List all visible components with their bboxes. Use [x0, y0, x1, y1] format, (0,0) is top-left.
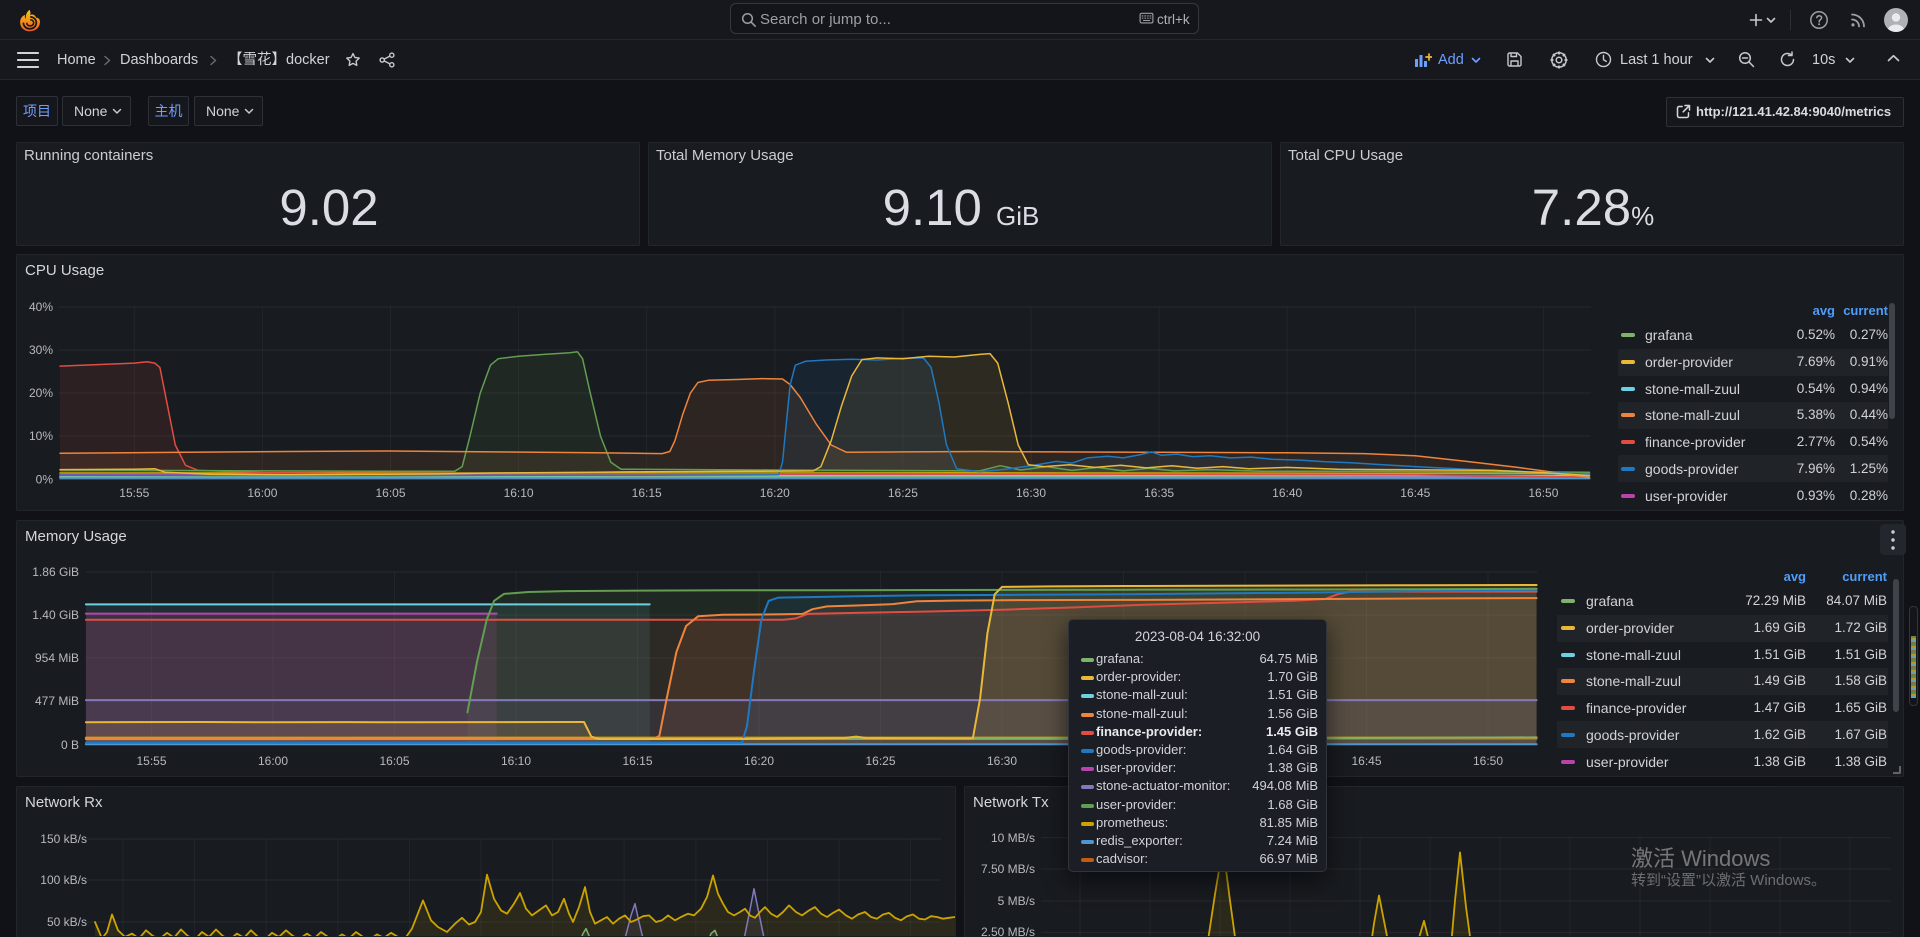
svg-text:2.50 MB/s: 2.50 MB/s: [981, 925, 1035, 936]
svg-text:16:45: 16:45: [1351, 754, 1381, 768]
svg-text:15:55: 15:55: [119, 486, 149, 500]
svg-text:30%: 30%: [29, 343, 53, 357]
svg-text:16:25: 16:25: [865, 754, 895, 768]
svg-text:16:05: 16:05: [379, 754, 409, 768]
svg-text:16:50: 16:50: [1528, 486, 1558, 500]
svg-text:16:40: 16:40: [1272, 486, 1302, 500]
svg-text:5 MB/s: 5 MB/s: [998, 894, 1035, 908]
svg-text:10%: 10%: [29, 429, 53, 443]
svg-text:954 MiB: 954 MiB: [35, 651, 79, 665]
svg-text:100 kB/s: 100 kB/s: [40, 873, 87, 887]
svg-text:16:10: 16:10: [501, 754, 531, 768]
svg-text:16:10: 16:10: [504, 486, 534, 500]
svg-text:0 B: 0 B: [61, 738, 79, 752]
svg-text:16:35: 16:35: [1144, 486, 1174, 500]
svg-text:0%: 0%: [36, 473, 54, 487]
svg-text:16:05: 16:05: [375, 486, 405, 500]
svg-text:477 MiB: 477 MiB: [35, 694, 79, 708]
svg-text:15:55: 15:55: [136, 754, 166, 768]
svg-text:16:15: 16:15: [632, 486, 662, 500]
svg-text:1.86 GiB: 1.86 GiB: [32, 565, 79, 579]
svg-text:16:20: 16:20: [744, 754, 774, 768]
svg-text:20%: 20%: [29, 386, 53, 400]
svg-text:16:50: 16:50: [1473, 754, 1503, 768]
svg-text:16:30: 16:30: [1016, 486, 1046, 500]
svg-text:7.50 MB/s: 7.50 MB/s: [981, 862, 1035, 876]
svg-text:16:00: 16:00: [258, 754, 288, 768]
svg-text:10 MB/s: 10 MB/s: [991, 831, 1035, 845]
svg-text:1.40 GiB: 1.40 GiB: [32, 608, 79, 622]
svg-text:16:15: 16:15: [622, 754, 652, 768]
svg-text:50 kB/s: 50 kB/s: [47, 915, 87, 929]
svg-text:40%: 40%: [29, 300, 53, 314]
svg-text:16:00: 16:00: [247, 486, 277, 500]
svg-text:16:20: 16:20: [760, 486, 790, 500]
svg-text:16:25: 16:25: [888, 486, 918, 500]
svg-text:150 kB/s: 150 kB/s: [40, 832, 87, 846]
svg-text:16:30: 16:30: [987, 754, 1017, 768]
svg-text:16:45: 16:45: [1400, 486, 1430, 500]
